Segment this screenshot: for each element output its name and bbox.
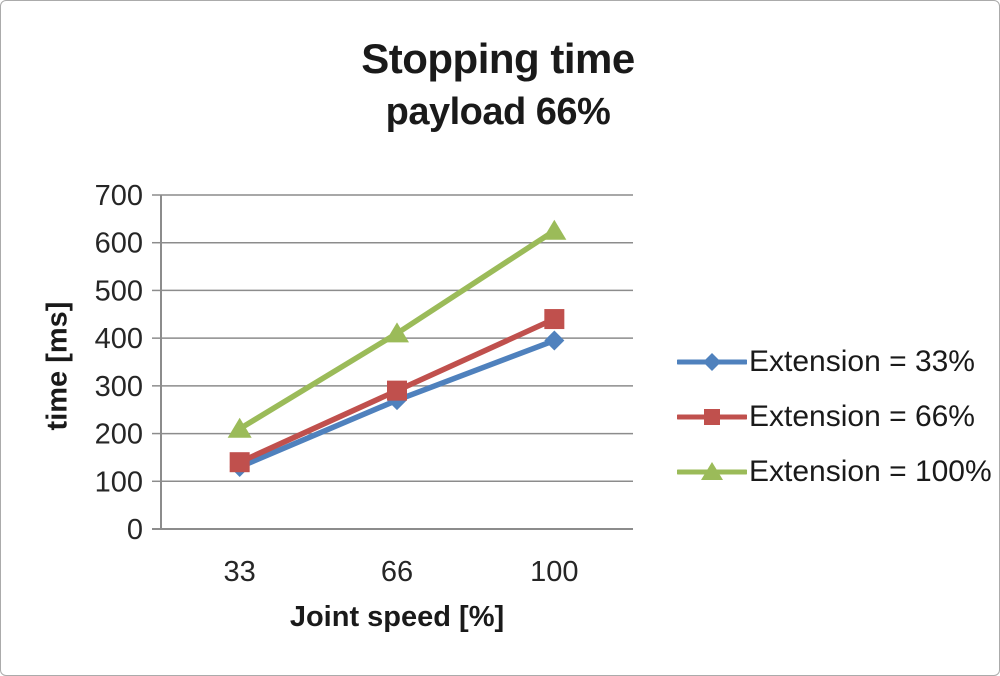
- data-point-marker: [544, 309, 565, 330]
- y-tick-label: 500: [95, 275, 143, 307]
- y-tick-label: 100: [95, 466, 143, 498]
- x-tick-label: 100: [530, 556, 578, 588]
- chart-title: Stopping time: [361, 35, 635, 82]
- data-point-marker: [387, 380, 407, 401]
- x-tick-label: 33: [224, 556, 256, 588]
- legend: Extension = 33% Extension = 66% Extension …: [677, 345, 992, 488]
- legend-marker-icon: [677, 409, 747, 425]
- data-point-marker: [229, 452, 250, 473]
- legend-marker-icon: [677, 353, 747, 371]
- legend-label: Extension = 66%: [749, 400, 975, 433]
- data-point-marker: [542, 219, 567, 240]
- legend-item: Extension = 33%: [677, 345, 992, 378]
- y-tick-label: 600: [95, 228, 143, 260]
- legend-item: Extension = 100%: [677, 455, 992, 488]
- x-axis-title: Joint speed [%]: [289, 601, 505, 633]
- legend-marker-icon: [677, 462, 747, 480]
- y-axis-title: time [ms]: [41, 301, 74, 431]
- y-tick-label: 300: [95, 371, 143, 403]
- y-tick-label: 0: [127, 514, 143, 546]
- y-tick-label: 200: [95, 419, 143, 451]
- y-tick-label: 700: [95, 180, 143, 212]
- legend-item: Extension = 66%: [677, 400, 992, 433]
- legend-label: Extension = 33%: [749, 345, 975, 378]
- data-point-marker: [544, 330, 565, 351]
- legend-label: Extension = 100%: [749, 455, 992, 488]
- x-tick-label: 66: [381, 556, 413, 588]
- chart-subtitle: payload 66%: [385, 91, 611, 133]
- y-tick-label: 400: [95, 323, 143, 355]
- data-point-marker: [227, 417, 252, 438]
- data-point-marker: [385, 322, 409, 343]
